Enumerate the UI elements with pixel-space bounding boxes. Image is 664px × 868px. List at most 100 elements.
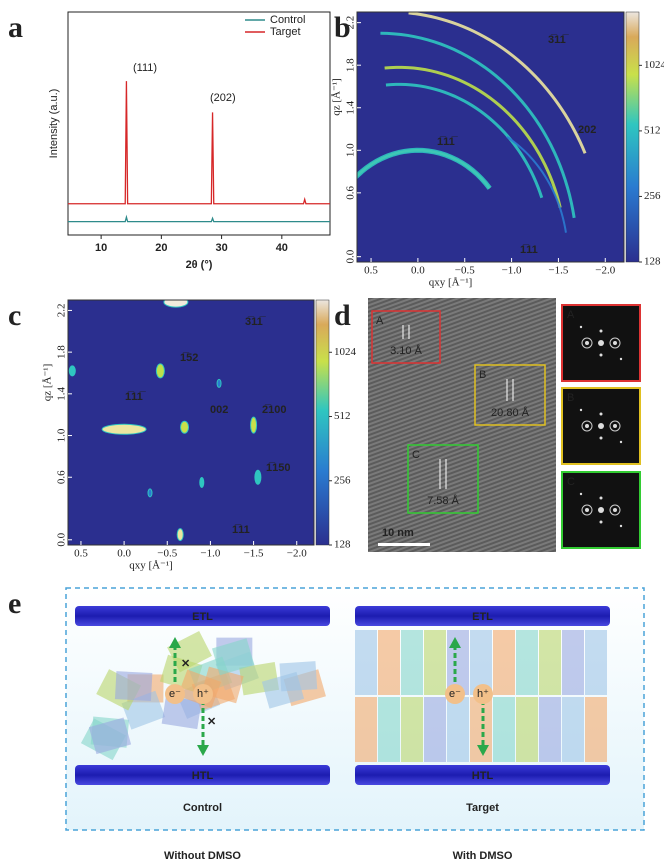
annotation: (202) xyxy=(210,92,236,104)
x-tick-label: 0.0 xyxy=(117,548,131,560)
x-tick-label: 0.5 xyxy=(364,265,378,277)
fft-spot xyxy=(598,507,604,513)
htl-label: HTL xyxy=(192,770,214,782)
grain xyxy=(378,630,400,695)
y-axis-label: Intensity (a.u.) xyxy=(48,89,60,159)
spot xyxy=(163,300,189,308)
grain xyxy=(401,697,423,762)
heatmap-image xyxy=(357,12,624,262)
legend-label: Control xyxy=(270,14,305,26)
grain xyxy=(424,630,446,695)
y-tick-label: 1.0 xyxy=(345,143,357,157)
grain xyxy=(378,697,400,762)
grain xyxy=(355,630,377,695)
colorbar-tick-label: 128 xyxy=(644,256,661,268)
grain xyxy=(585,697,607,762)
grain xyxy=(493,630,515,695)
region-box xyxy=(407,444,479,514)
spot xyxy=(147,488,153,498)
x-axis-label: qxy [Å⁻¹] xyxy=(129,560,173,572)
colorbar-tick-label: 128 xyxy=(334,539,351,551)
annotation: 202 xyxy=(578,124,596,136)
scheme-title: Target xyxy=(466,802,499,814)
ring xyxy=(385,82,544,199)
spot xyxy=(68,365,76,377)
grain xyxy=(424,697,446,762)
electron-label: e⁻ xyxy=(449,688,461,700)
y-tick-label: 2.2 xyxy=(345,16,357,30)
grain xyxy=(539,630,561,695)
etl-label: ETL xyxy=(192,611,213,623)
spot xyxy=(216,378,222,388)
ring xyxy=(408,12,587,154)
grain xyxy=(167,630,212,673)
fft-spot xyxy=(613,424,617,428)
ring xyxy=(380,31,576,219)
panel-label: c xyxy=(8,299,21,332)
fft-spot xyxy=(619,524,623,528)
scheme-title: Control xyxy=(183,802,222,814)
y-tick-label: 1.8 xyxy=(345,58,357,72)
x-tick-label: −1.5 xyxy=(244,548,264,560)
fft-spot xyxy=(579,325,583,329)
region-spacing: 3.10 Å xyxy=(390,344,422,357)
y-tick-label: 1.8 xyxy=(56,345,68,359)
scale-bar xyxy=(378,543,430,546)
etl-label: ETL xyxy=(472,611,493,623)
colorbar xyxy=(625,11,640,263)
grain xyxy=(516,630,538,695)
annotation: 1̅52 xyxy=(180,352,198,364)
features xyxy=(68,300,262,542)
annotation: 3̅11̅ xyxy=(548,34,570,46)
block-mark: ✕ xyxy=(207,716,216,728)
x-tick-label: 20 xyxy=(155,242,167,254)
y-axis-label: qz [Å⁻¹] xyxy=(331,78,343,116)
fft-ring xyxy=(609,420,621,432)
arrow-head xyxy=(197,745,209,756)
x-tick-label: −0.5 xyxy=(455,265,475,277)
x-tick-label: 0.5 xyxy=(74,548,88,560)
grain xyxy=(161,695,202,730)
grain xyxy=(355,697,377,762)
grain xyxy=(447,697,469,762)
arrow-head xyxy=(477,745,489,756)
region-label: C xyxy=(412,449,420,461)
annotation: 1̅11 xyxy=(232,524,250,536)
spot xyxy=(101,423,147,435)
scale-bar-label: 10 nm xyxy=(382,527,414,539)
colorbar-tick-label: 1024 xyxy=(334,346,357,358)
annotation: 1̅150 xyxy=(266,462,290,474)
x-tick-label: 0.0 xyxy=(411,265,425,277)
colorbar-tick-label: 256 xyxy=(334,474,351,486)
hole-label: h⁺ xyxy=(477,688,489,700)
y-tick-label: 0.0 xyxy=(345,249,357,263)
y-tick-label: 2.2 xyxy=(56,304,68,318)
fft-ring xyxy=(581,504,593,516)
fft-spot xyxy=(599,412,603,416)
grain xyxy=(493,697,515,762)
carrier xyxy=(473,684,493,704)
series-line xyxy=(68,214,330,223)
panel-label: b xyxy=(334,11,351,44)
fft-spot xyxy=(619,357,623,361)
fft-spot xyxy=(599,496,603,500)
bar-htl xyxy=(355,765,610,785)
fft-label: C xyxy=(567,476,575,488)
colorbar xyxy=(315,299,330,546)
x-tick-label: −2.0 xyxy=(287,548,307,560)
spot xyxy=(176,528,184,542)
bar-etl xyxy=(75,606,330,626)
fft-spot xyxy=(579,492,583,496)
x-tick-label: −0.5 xyxy=(157,548,177,560)
annotation: 2̅100 xyxy=(262,404,286,416)
region-box xyxy=(474,364,546,426)
ring xyxy=(357,147,492,190)
fft-ring xyxy=(609,337,621,349)
plot-frame xyxy=(356,11,625,263)
grain xyxy=(211,638,255,676)
grain xyxy=(279,661,318,692)
fft-spot xyxy=(585,424,589,428)
